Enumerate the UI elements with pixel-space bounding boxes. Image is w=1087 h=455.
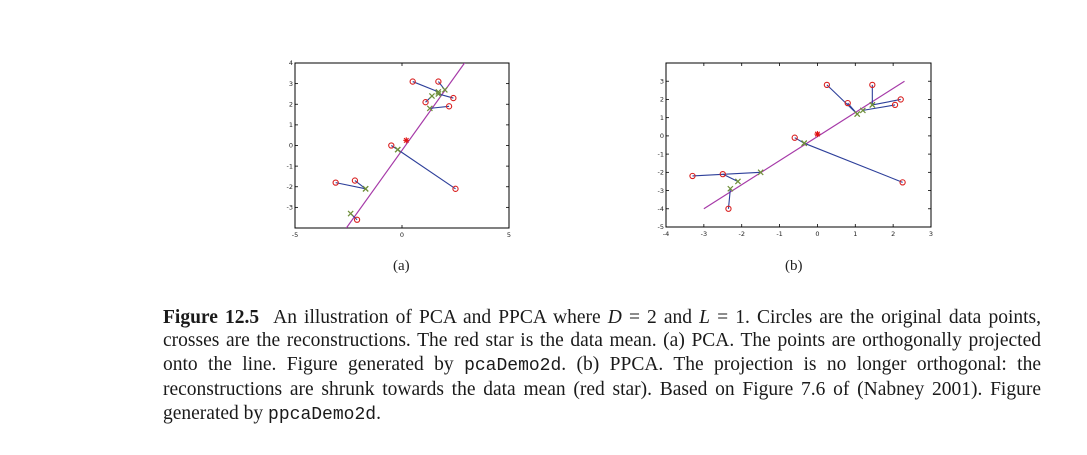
data-point-circle <box>689 172 696 180</box>
reconstruction-cross <box>428 92 435 100</box>
data-point-circle <box>388 142 395 149</box>
caption-text-5: . <box>376 402 381 424</box>
data-point-circle <box>332 179 339 186</box>
data-point-circle <box>899 179 906 186</box>
data-point-circle <box>844 99 851 107</box>
reconstruction-cross <box>435 88 442 95</box>
panel-label-a: (a) <box>393 258 410 274</box>
data-point-circle <box>452 185 459 192</box>
x-tick-label: 2 <box>891 230 895 238</box>
y-tick-label: -3 <box>658 187 664 195</box>
y-tick-label: 2 <box>660 96 664 104</box>
y-tick-label: 1 <box>660 114 664 122</box>
figure-caption: Figure 12.5 An illustration of PCA and PP… <box>163 306 1041 427</box>
data-point-circle <box>823 81 831 89</box>
reconstruction-cross <box>727 185 734 192</box>
y-tick-label: -3 <box>287 204 293 212</box>
data-point-circle <box>725 205 732 212</box>
code-pcaDemo2d: pcaDemo2d <box>464 355 562 376</box>
caption-text-1: An illustration of PCA and PPCA where <box>273 307 608 328</box>
projection-segment <box>803 142 903 183</box>
plot-frame <box>294 62 510 229</box>
y-tick-label: 0 <box>660 132 664 140</box>
y-tick-label: -1 <box>287 162 293 170</box>
caption-text-3: = 1. Circles are the original data point… <box>163 307 1041 375</box>
reconstruction-cross <box>441 86 448 93</box>
projection-segment <box>429 105 450 109</box>
projection-segment <box>412 81 439 93</box>
plot-frame <box>665 62 932 228</box>
data-point-circle <box>869 81 876 89</box>
data-point-circle <box>435 78 442 85</box>
x-tick-label: 5 <box>507 231 511 239</box>
code-ppcaDemo2d: ppcaDemo2d <box>268 404 377 425</box>
x-tick-label: -1 <box>776 230 782 238</box>
x-tick-label: -2 <box>738 230 744 238</box>
reconstruction-cross <box>854 110 861 118</box>
reconstruction-cross <box>859 107 866 114</box>
data-point-circle <box>891 101 899 109</box>
data-point-circle <box>353 216 361 223</box>
x-tick-label: 3 <box>929 230 933 238</box>
projection-segment <box>692 171 761 177</box>
reconstruction-cross <box>362 185 369 192</box>
projection-segment <box>872 98 901 106</box>
x-tick-label: 0 <box>400 231 404 239</box>
caption-text-4: . (b) PPCA. The projection is no longer … <box>163 353 1041 424</box>
y-tick-label: -1 <box>658 150 664 158</box>
reconstruction-cross <box>869 101 876 108</box>
reconstruction-cross <box>801 140 808 147</box>
figure-number: Figure 12.5 <box>163 307 260 328</box>
projection-segment <box>826 84 858 115</box>
principal-axis-line <box>345 63 466 228</box>
data-point-circle <box>897 96 904 103</box>
projection-segment <box>727 188 731 209</box>
reconstruction-cross <box>734 178 741 185</box>
y-tick-label: 3 <box>289 80 293 88</box>
reconstruction-cross <box>435 90 442 97</box>
caption-text-2: = 2 and <box>621 307 700 328</box>
x-tick-label: -4 <box>663 230 669 238</box>
data-point-circle <box>791 134 798 141</box>
mean-star <box>403 137 409 143</box>
reconstruction-cross <box>426 105 433 112</box>
projection-segment <box>862 104 896 111</box>
variable-d: D <box>607 307 622 328</box>
data-point-circle <box>409 78 416 85</box>
y-tick-label: -5 <box>658 223 664 231</box>
y-tick-label: -2 <box>658 169 664 177</box>
reconstruction-cross <box>394 146 401 153</box>
mean-star <box>814 131 821 137</box>
projection-segment <box>335 182 366 190</box>
projection-segment <box>397 149 456 190</box>
y-tick-label: 3 <box>660 77 664 85</box>
variable-l: L <box>699 307 711 328</box>
data-point-circle <box>445 103 453 110</box>
x-tick-label: -5 <box>292 231 298 239</box>
reconstruction-cross <box>757 169 764 176</box>
principal-axis-line <box>703 80 905 210</box>
panel-label-b: (b) <box>785 258 803 274</box>
data-point-circle <box>351 177 359 184</box>
y-tick-label: 2 <box>289 100 293 108</box>
y-tick-label: 1 <box>289 121 293 129</box>
x-tick-label: 0 <box>815 230 819 238</box>
y-tick-label: -4 <box>658 205 664 213</box>
y-tick-label: 0 <box>289 142 293 150</box>
x-tick-label: 1 <box>853 230 857 238</box>
figure-panel-a: -5 0 5 -3 -2 -1 0 1 2 3 4 <box>287 59 512 239</box>
plot-area <box>689 80 906 212</box>
data-point-circle <box>450 94 457 102</box>
y-tick-label: -2 <box>287 183 293 191</box>
y-tick-label: 4 <box>289 59 293 67</box>
data-point-circle <box>719 171 726 178</box>
data-point-circle <box>422 99 429 106</box>
x-tick-label: -3 <box>701 230 707 238</box>
plot-area <box>332 63 466 228</box>
reconstruction-cross <box>347 210 354 217</box>
